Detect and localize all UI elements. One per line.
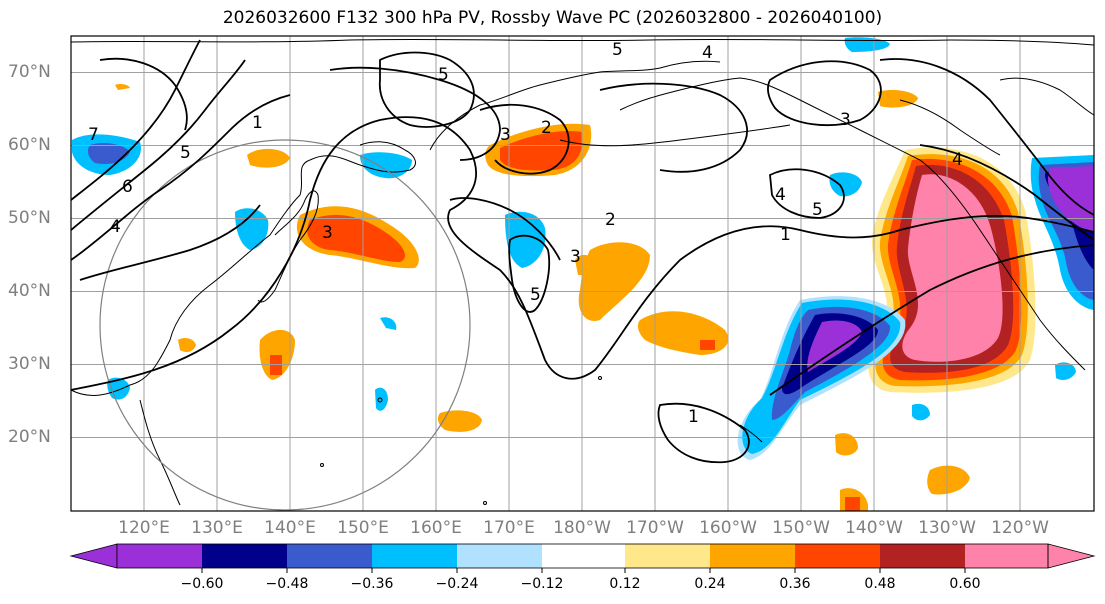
coastline-aleutians xyxy=(559,124,791,147)
region-circle xyxy=(99,139,471,511)
lat-label: 60°N xyxy=(8,135,51,155)
contour-labels: 1 2 3 4 5 6 7 1 2 3 4 5 1 5 4 5 4 3 3 5 xyxy=(88,40,963,427)
colorbar-bin xyxy=(287,544,372,568)
map-title: 2026032600 F132 300 hPa PV, Rossby Wave … xyxy=(222,8,883,28)
colorbar-min-extension xyxy=(69,543,118,569)
colorbar-bin xyxy=(795,544,880,568)
contour-label: 4 xyxy=(775,185,786,205)
colorbar-bin xyxy=(457,544,542,568)
contour-label: 3 xyxy=(570,247,581,267)
lon-label: 150°W xyxy=(772,518,830,538)
colorbar-tick-label: 0.60 xyxy=(949,576,981,592)
contour-label: 4 xyxy=(702,43,713,63)
contour-label: 1 xyxy=(252,113,263,133)
lon-label: 170°E xyxy=(483,518,535,538)
lat-label: 70°N xyxy=(8,62,51,82)
graticule xyxy=(71,36,1094,511)
contour-label: 2 xyxy=(605,210,616,230)
contour-label: 1 xyxy=(688,407,699,427)
colorbar-tick-label: −0.12 xyxy=(520,576,564,592)
lon-label: 130°E xyxy=(191,518,243,538)
colorbar-bin xyxy=(710,544,795,568)
pv-contours xyxy=(71,39,1094,464)
map-frame xyxy=(70,35,1095,512)
colorbar-bin xyxy=(880,544,965,568)
contour-label: 6 xyxy=(122,177,133,197)
colorbar-tick-label: 0.12 xyxy=(609,576,641,592)
lon-label: 170°W xyxy=(626,518,684,538)
lon-label: 120°W xyxy=(991,518,1049,538)
colorbar-bin xyxy=(202,544,287,568)
colorbar-bin xyxy=(117,544,202,568)
coastline-arctic xyxy=(71,38,1094,46)
contour-label: 1 xyxy=(780,225,791,245)
lon-label: 140°W xyxy=(845,518,903,538)
colorbar xyxy=(69,543,1096,573)
contour-label: 5 xyxy=(812,200,823,220)
contour-label: 3 xyxy=(322,223,333,243)
colorbar-bin xyxy=(372,544,457,568)
contour-label: 5 xyxy=(180,143,191,163)
colorbar-tick-label: 0.48 xyxy=(864,576,896,592)
coastline-alaska xyxy=(619,77,1086,371)
contour-label: 3 xyxy=(500,125,511,145)
positive-anomaly-dateline xyxy=(578,242,650,321)
lon-label: 120°E xyxy=(118,518,170,538)
contour-label: 3 xyxy=(840,110,851,130)
lon-label: 160°E xyxy=(410,518,462,538)
colorbar-tick-label: 0.24 xyxy=(694,576,726,592)
contour-label: 4 xyxy=(952,150,963,170)
colorbar-max-extension xyxy=(1047,543,1096,569)
colorbar-bin xyxy=(542,544,625,568)
colorbar-tick-label: −0.36 xyxy=(350,576,394,592)
contour-label: 5 xyxy=(438,65,449,85)
lat-label: 30°N xyxy=(8,354,51,374)
contour-label: 5 xyxy=(530,285,541,305)
contour-label: 5 xyxy=(612,40,623,60)
lat-label: 40°N xyxy=(8,281,51,301)
colorbar-tick-label: −0.48 xyxy=(265,576,309,592)
lon-label: 150°E xyxy=(337,518,389,538)
lon-label: 130°W xyxy=(918,518,976,538)
colorbar-tick-label: −0.24 xyxy=(435,576,479,592)
coastlines xyxy=(71,38,1094,506)
lon-label: 160°W xyxy=(699,518,757,538)
colorbar-tick-label: 0.36 xyxy=(779,576,811,592)
contour-label: 7 xyxy=(88,125,99,145)
lat-label: 20°N xyxy=(8,427,51,447)
coastline-asia xyxy=(71,141,416,396)
lat-label: 50°N xyxy=(8,208,51,228)
contour-label: 2 xyxy=(541,118,552,138)
contour-label: 4 xyxy=(110,217,121,237)
colorbar-bin xyxy=(625,544,710,568)
colorbar-tick-label: −0.60 xyxy=(180,576,224,592)
lon-label: 180°W xyxy=(553,518,611,538)
coastline-japan xyxy=(257,190,319,303)
colorbar-bin xyxy=(965,544,1048,568)
lon-label: 140°E xyxy=(264,518,316,538)
peak-positive-anomaly xyxy=(902,174,1003,362)
